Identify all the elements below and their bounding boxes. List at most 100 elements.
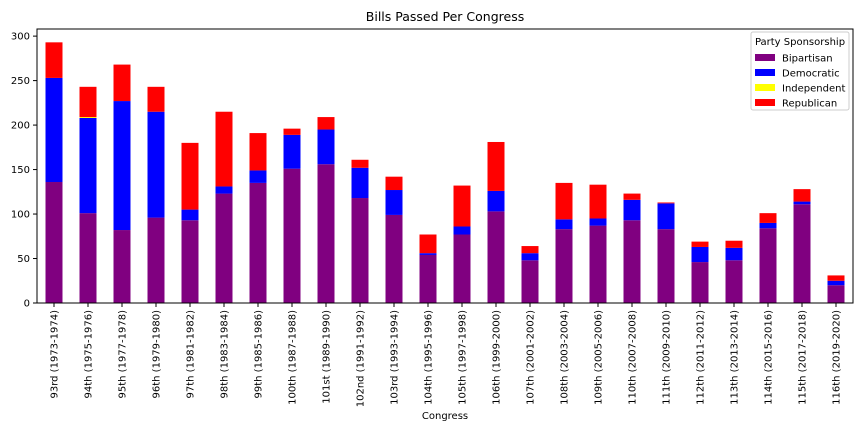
- legend-label-democratic: Democratic: [782, 69, 840, 80]
- bar-democratic-17: [623, 199, 641, 221]
- bar-republican-6: [249, 133, 267, 171]
- y-tick-label: 150: [11, 165, 30, 176]
- bar-democratic-0: [45, 77, 63, 183]
- bar-republican-21: [759, 213, 777, 223]
- legend-label-independent: Independent: [782, 84, 845, 95]
- x-tick-label: 107th (2001-2002): [526, 310, 537, 405]
- x-tick-label: 97th (1981-1982): [186, 310, 197, 399]
- x-tick-label: 106th (1999-2000): [492, 310, 503, 405]
- bar-republican-1: [79, 86, 97, 118]
- bar-republican-9: [351, 159, 369, 168]
- bar-democratic-8: [317, 129, 335, 165]
- bar-republican-15: [555, 182, 573, 220]
- y-tick-label: 200: [11, 121, 30, 132]
- bar-republican-13: [487, 141, 505, 191]
- bar-bipartisan-19: [691, 262, 709, 303]
- bar-republican-3: [147, 86, 165, 112]
- bar-republican-7: [283, 128, 301, 135]
- bar-republican-5: [215, 111, 233, 187]
- x-tick-label: 113th (2013-2014): [730, 310, 741, 405]
- legend-label-bipartisan: Bipartisan: [782, 54, 833, 65]
- bar-bipartisan-7: [283, 168, 301, 303]
- x-tick-label: 116th (2019-2020): [832, 310, 843, 405]
- bar-democratic-23: [827, 280, 845, 286]
- bar-democratic-22: [793, 201, 811, 205]
- y-axis: 0 50 100 150 200 250 300: [11, 32, 37, 310]
- bar-democratic-13: [487, 190, 505, 212]
- x-tick-label: 99th (1985-1986): [254, 310, 265, 399]
- bar-bipartisan-16: [589, 225, 607, 303]
- legend-frame: [750, 31, 850, 111]
- bar-democratic-9: [351, 167, 369, 199]
- x-tick-label: 94th (1975-1976): [84, 310, 95, 399]
- bar-republican-8: [317, 117, 335, 130]
- bar-bipartisan-15: [555, 229, 573, 303]
- chart-title: Bills Passed Per Congress: [366, 9, 524, 24]
- x-tick-label: 93rd (1973-1974): [50, 310, 61, 399]
- x-axis-label: Congress: [422, 411, 468, 422]
- x-tick-label: 115th (2017-2018): [798, 310, 809, 405]
- bar-republican-11: [419, 234, 437, 254]
- x-tick-label: 100th (1987-1988): [288, 310, 299, 405]
- bar-democratic-5: [215, 186, 233, 194]
- bar-democratic-6: [249, 170, 267, 183]
- y-tick-label: 50: [17, 254, 30, 265]
- y-tick-label: 0: [24, 299, 30, 310]
- x-tick-label: 105th (1997-1998): [458, 310, 469, 405]
- bar-democratic-21: [759, 222, 777, 229]
- bar-democratic-15: [555, 219, 573, 230]
- bar-democratic-10: [385, 190, 403, 215]
- bar-bipartisan-11: [419, 254, 437, 303]
- bar-republican-20: [725, 240, 743, 248]
- bar-bipartisan-13: [487, 211, 505, 303]
- x-tick-label: 104th (1995-1996): [424, 310, 435, 405]
- bar-bipartisan-17: [623, 220, 641, 303]
- bar-bipartisan-23: [827, 285, 845, 303]
- bar-democratic-20: [725, 247, 743, 261]
- bar-bipartisan-12: [453, 234, 471, 303]
- legend-swatch-independent: [755, 84, 775, 91]
- y-tick-label: 300: [11, 32, 30, 43]
- x-tick-label: 95th (1977-1978): [118, 310, 129, 399]
- bar-democratic-2: [113, 101, 131, 231]
- bar-democratic-19: [691, 246, 709, 263]
- bar-republican-12: [453, 185, 471, 227]
- bar-republican-17: [623, 193, 641, 200]
- bar-bipartisan-4: [181, 220, 199, 303]
- x-tick-label: 110th (2007-2008): [628, 310, 639, 405]
- x-axis: 93rd (1973-1974) 94th (1975-1976) 95th (19…: [50, 303, 843, 407]
- x-tick-label: 114th (2015-2016): [764, 310, 775, 405]
- bar-republican-16: [589, 184, 607, 219]
- bar-democratic-12: [453, 226, 471, 235]
- x-tick-label: 98th (1983-1984): [220, 310, 231, 399]
- bar-democratic-18: [657, 203, 675, 230]
- bar-democratic-3: [147, 111, 165, 218]
- bar-bipartisan-10: [385, 214, 403, 303]
- x-tick-label: 102nd (1991-1992): [356, 310, 367, 407]
- legend-swatch-democratic: [755, 69, 775, 76]
- bar-bipartisan-20: [725, 260, 743, 303]
- legend[interactable]: Party Sponsorship Bipartisan Democratic Ind…: [750, 31, 850, 111]
- bar-democratic-4: [181, 209, 199, 221]
- y-tick-label: 100: [11, 210, 30, 221]
- x-tick-label: 96th (1979-1980): [152, 310, 163, 399]
- bar-democratic-1: [79, 117, 97, 214]
- x-tick-label: 109th (2005-2006): [594, 310, 605, 405]
- x-tick-label: 112th (2011-2012): [696, 310, 707, 405]
- bar-republican-22: [793, 189, 811, 202]
- x-tick-label: 111th (2009-2010): [662, 310, 673, 405]
- y-tick-label: 250: [11, 76, 30, 87]
- bar-bipartisan-0: [45, 182, 63, 303]
- bar-republican-18: [657, 202, 675, 204]
- bar-independent-1: [79, 117, 97, 118]
- bar-bipartisan-5: [215, 193, 233, 303]
- bar-bipartisan-14: [521, 260, 539, 303]
- legend-title: Party Sponsorship: [755, 37, 845, 48]
- bar-bipartisan-1: [79, 213, 97, 303]
- bar-democratic-7: [283, 134, 301, 169]
- legend-swatch-bipartisan: [755, 54, 775, 61]
- bar-republican-0: [45, 42, 63, 78]
- bar-bipartisan-6: [249, 182, 267, 303]
- bars-group: [45, 42, 845, 303]
